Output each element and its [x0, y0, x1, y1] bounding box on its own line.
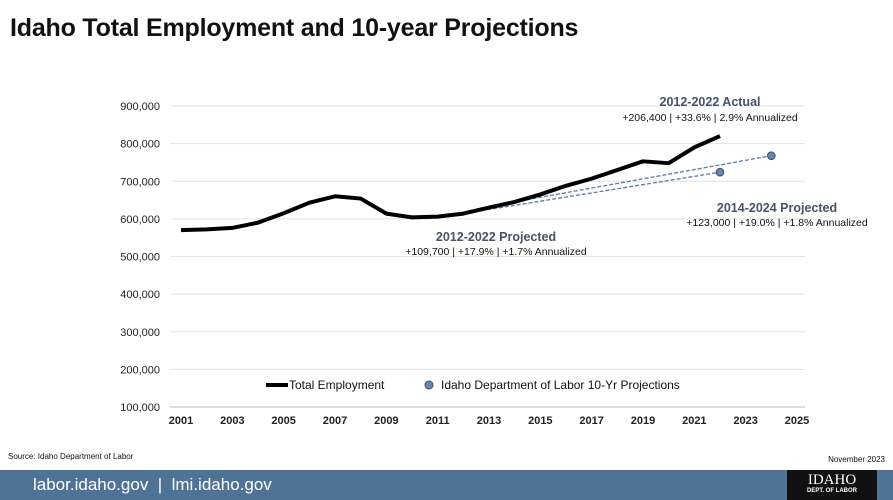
legend: Total Employment Idaho Department of Lab…	[266, 378, 680, 392]
y-tick-label: 600,000	[120, 214, 160, 226]
y-tick-label: 800,000	[120, 139, 160, 151]
chart: 100,000 200,000 300,000 400,000 500,000 600,0…	[120, 95, 868, 427]
annotation-text: +123,000 | +19.0% | +1.8% Annualized	[686, 217, 868, 229]
legend-dot-swatch	[424, 380, 434, 390]
annotation-2014-projected: 2014-2024 Projected +123,000 | +19.0% | …	[686, 201, 868, 229]
x-tick-label: 2005	[271, 415, 295, 427]
annotation-2012-projected: 2012-2022 Projected +109,700 | +17.9% | …	[405, 230, 587, 258]
annotation-title: 2012-2022 Projected	[436, 230, 556, 244]
x-tick-label: 2021	[682, 415, 706, 427]
x-axis-ticks: 2001 2003 2005 2007 2009 2011 2013 2015 2017 2019…	[169, 415, 809, 427]
y-tick-label: 100,000	[120, 402, 160, 414]
projection-series	[463, 151, 776, 215]
y-tick-label: 300,000	[120, 327, 160, 339]
x-tick-label: 2023	[733, 415, 757, 427]
annotation-actual: 2012-2022 Actual +206,400 | +33.6% | 2.9…	[622, 95, 798, 124]
footer-links[interactable]: labor.idaho.gov | lmi.idaho.gov	[33, 475, 272, 494]
projection-line	[463, 171, 721, 215]
y-tick-label: 400,000	[120, 289, 160, 301]
chart-title: Idaho Total Employment and 10-year Proje…	[10, 14, 579, 42]
annotation-title: 2014-2024 Projected	[717, 201, 837, 215]
date-note: November 2023	[828, 455, 885, 464]
x-tick-label: 2013	[477, 415, 501, 427]
projection-point	[715, 167, 725, 177]
x-tick-label: 2007	[323, 415, 347, 427]
annotation-text: +206,400 | +33.6% | 2.9% Annualized	[622, 112, 798, 124]
idaho-dol-logo: IDAHO DEPT. OF LABOR	[787, 470, 877, 500]
projection-line	[514, 155, 772, 203]
x-tick-label: 2011	[426, 415, 450, 427]
source-note: Source: Idaho Department of Labor	[8, 452, 134, 461]
x-tick-label: 2025	[785, 415, 809, 427]
projection-point	[767, 151, 776, 160]
x-tick-label: 2009	[374, 415, 398, 427]
x-tick-label: 2001	[169, 415, 193, 427]
footer-bar: labor.idaho.gov | lmi.idaho.gov IDAHO DE…	[0, 470, 893, 500]
y-tick-label: 500,000	[120, 252, 160, 264]
x-tick-label: 2015	[528, 415, 552, 427]
annotation-title: 2012-2022 Actual	[660, 95, 761, 109]
y-tick-label: 700,000	[120, 176, 160, 188]
y-tick-label: 200,000	[120, 364, 160, 376]
y-axis-ticks: 100,000 200,000 300,000 400,000 500,000 600,0…	[120, 101, 160, 414]
total-employment-line	[180, 134, 721, 233]
annotation-text: +109,700 | +17.9% | +1.7% Annualized	[405, 246, 587, 258]
x-tick-label: 2017	[579, 415, 603, 427]
x-tick-label: 2003	[220, 415, 244, 427]
legend-label-projections: Idaho Department of Labor 10-Yr Projecti…	[441, 378, 680, 392]
logo-line2: DEPT. OF LABOR	[806, 488, 857, 494]
logo-line1: IDAHO	[807, 472, 857, 488]
legend-label-total: Total Employment	[289, 378, 385, 392]
x-tick-label: 2019	[631, 415, 655, 427]
y-tick-label: 900,000	[120, 101, 160, 113]
